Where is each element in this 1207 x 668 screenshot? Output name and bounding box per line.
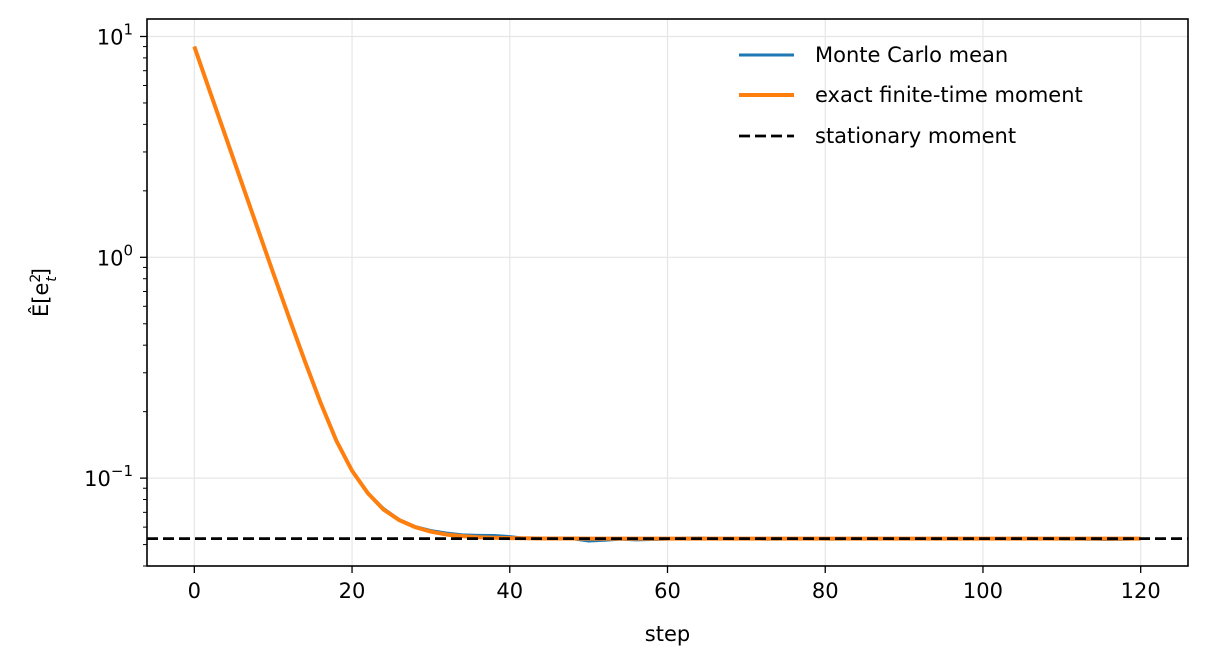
x-tick-label: 20 — [339, 579, 366, 603]
y-axis-label-main: Ê[e — [28, 283, 53, 317]
x-tick-label: 0 — [188, 579, 201, 603]
y-tick-label-base: 10 — [97, 25, 124, 49]
y-axis-label-sub: t — [44, 276, 60, 282]
x-tick-label: 80 — [812, 579, 839, 603]
series-line-exact-moment — [192, 45, 1141, 541]
y-tick-label-base: 10 — [97, 246, 124, 270]
y-axis-label: Ê[e2t] — [28, 268, 60, 317]
legend-label-stationary: stationary moment — [815, 124, 1016, 148]
y-tick-label-exponent: 0 — [123, 241, 133, 259]
x-tick-label: 120 — [1121, 579, 1161, 603]
legend-label-exact-moment: exact finite-time moment — [815, 83, 1083, 107]
grid — [147, 19, 1188, 566]
y-tick-label: 101 — [97, 20, 133, 49]
x-tick-label: 100 — [963, 579, 1003, 603]
series-layer — [147, 45, 1188, 543]
x-tick-label: 60 — [654, 579, 681, 603]
y-tick-label-base: 10 — [84, 467, 111, 491]
legend: Monte Carlo mean exact finite-time momen… — [739, 43, 1083, 148]
legend-label-monte-carlo: Monte Carlo mean — [815, 43, 1008, 67]
y-axis-label-close: ] — [29, 268, 53, 276]
y-tick-label: 10−1 — [84, 462, 133, 491]
y-tick-label: 100 — [97, 241, 133, 270]
y-axis-label-sup: 2 — [28, 274, 44, 283]
y-tick-label-exponent: −1 — [111, 462, 133, 480]
y-tick-label-exponent: 1 — [123, 20, 133, 38]
x-axis-label: step — [645, 622, 690, 646]
x-tick-label: 40 — [496, 579, 523, 603]
